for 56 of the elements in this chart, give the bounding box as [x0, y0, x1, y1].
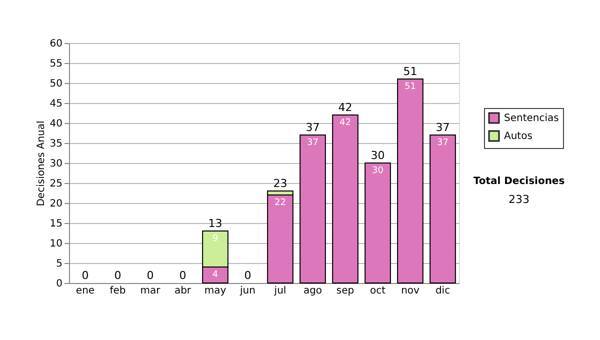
y-tick-label: 20 [50, 198, 62, 210]
total-label: 0 [179, 269, 186, 282]
total-label: 37 [306, 121, 320, 134]
bar [300, 134, 326, 284]
data-label: 42 [340, 118, 351, 128]
x-tick-label: mar [140, 286, 162, 296]
bar [397, 78, 424, 284]
x-tick-label: jun [239, 286, 256, 296]
y-tick-label: 0 [56, 278, 62, 290]
total-label: 0 [82, 269, 89, 282]
x-tick-label: sep [336, 286, 354, 296]
text: Total Decisiones [473, 176, 565, 187]
total-label: 13 [208, 217, 222, 230]
total-label: 37 [436, 121, 450, 134]
text: 233 [508, 193, 530, 206]
data-label: 51 [404, 82, 416, 92]
y-axis-title: Decisiones Anual [36, 120, 47, 206]
bar [430, 134, 456, 284]
legend-label: Sentencias [504, 113, 559, 124]
y-tick-label: 40 [50, 118, 62, 130]
y-tick-label: 15 [50, 218, 62, 230]
x-tick-label: abr [174, 286, 192, 296]
total-label: 42 [338, 101, 352, 114]
total-label: 0 [244, 269, 252, 282]
x-tick-label: dic [435, 286, 450, 296]
y-tick-label: 50 [50, 78, 62, 90]
y-tick-label: 45 [50, 98, 62, 110]
total-label: 30 [370, 149, 385, 162]
total-label: 0 [114, 269, 122, 282]
data-label: 37 [307, 138, 318, 148]
legend-label: Autos [504, 131, 532, 142]
data-label: 9 [212, 234, 218, 244]
x-tick-label: oct [370, 286, 386, 296]
bar [332, 114, 358, 284]
y-tick-label: 10 [50, 238, 62, 250]
bar [267, 194, 294, 284]
total-label: 23 [273, 177, 288, 190]
y-tick-label: 55 [50, 58, 62, 70]
x-tick-label: ene [76, 286, 95, 296]
y-tick-label: 5 [56, 258, 62, 270]
total-label: 51 [403, 65, 418, 78]
x-tick-label: ago [303, 286, 322, 296]
x-tick-label: feb [110, 286, 126, 296]
x-tick-label: nov [401, 286, 420, 296]
total-label: 0 [146, 269, 154, 282]
y-tick-label: 30 [50, 158, 62, 170]
data-label: 37 [437, 138, 448, 148]
data-label: 22 [274, 198, 286, 208]
y-tick-label: 25 [50, 178, 62, 190]
bar [364, 162, 391, 284]
y-tick-label: 60 [50, 38, 62, 50]
y-tick-label: 35 [50, 138, 62, 150]
x-tick-label: may [204, 286, 226, 296]
data-label: 4 [212, 270, 218, 280]
data-label: 30 [372, 166, 384, 176]
x-tick-label: jul [273, 286, 286, 296]
